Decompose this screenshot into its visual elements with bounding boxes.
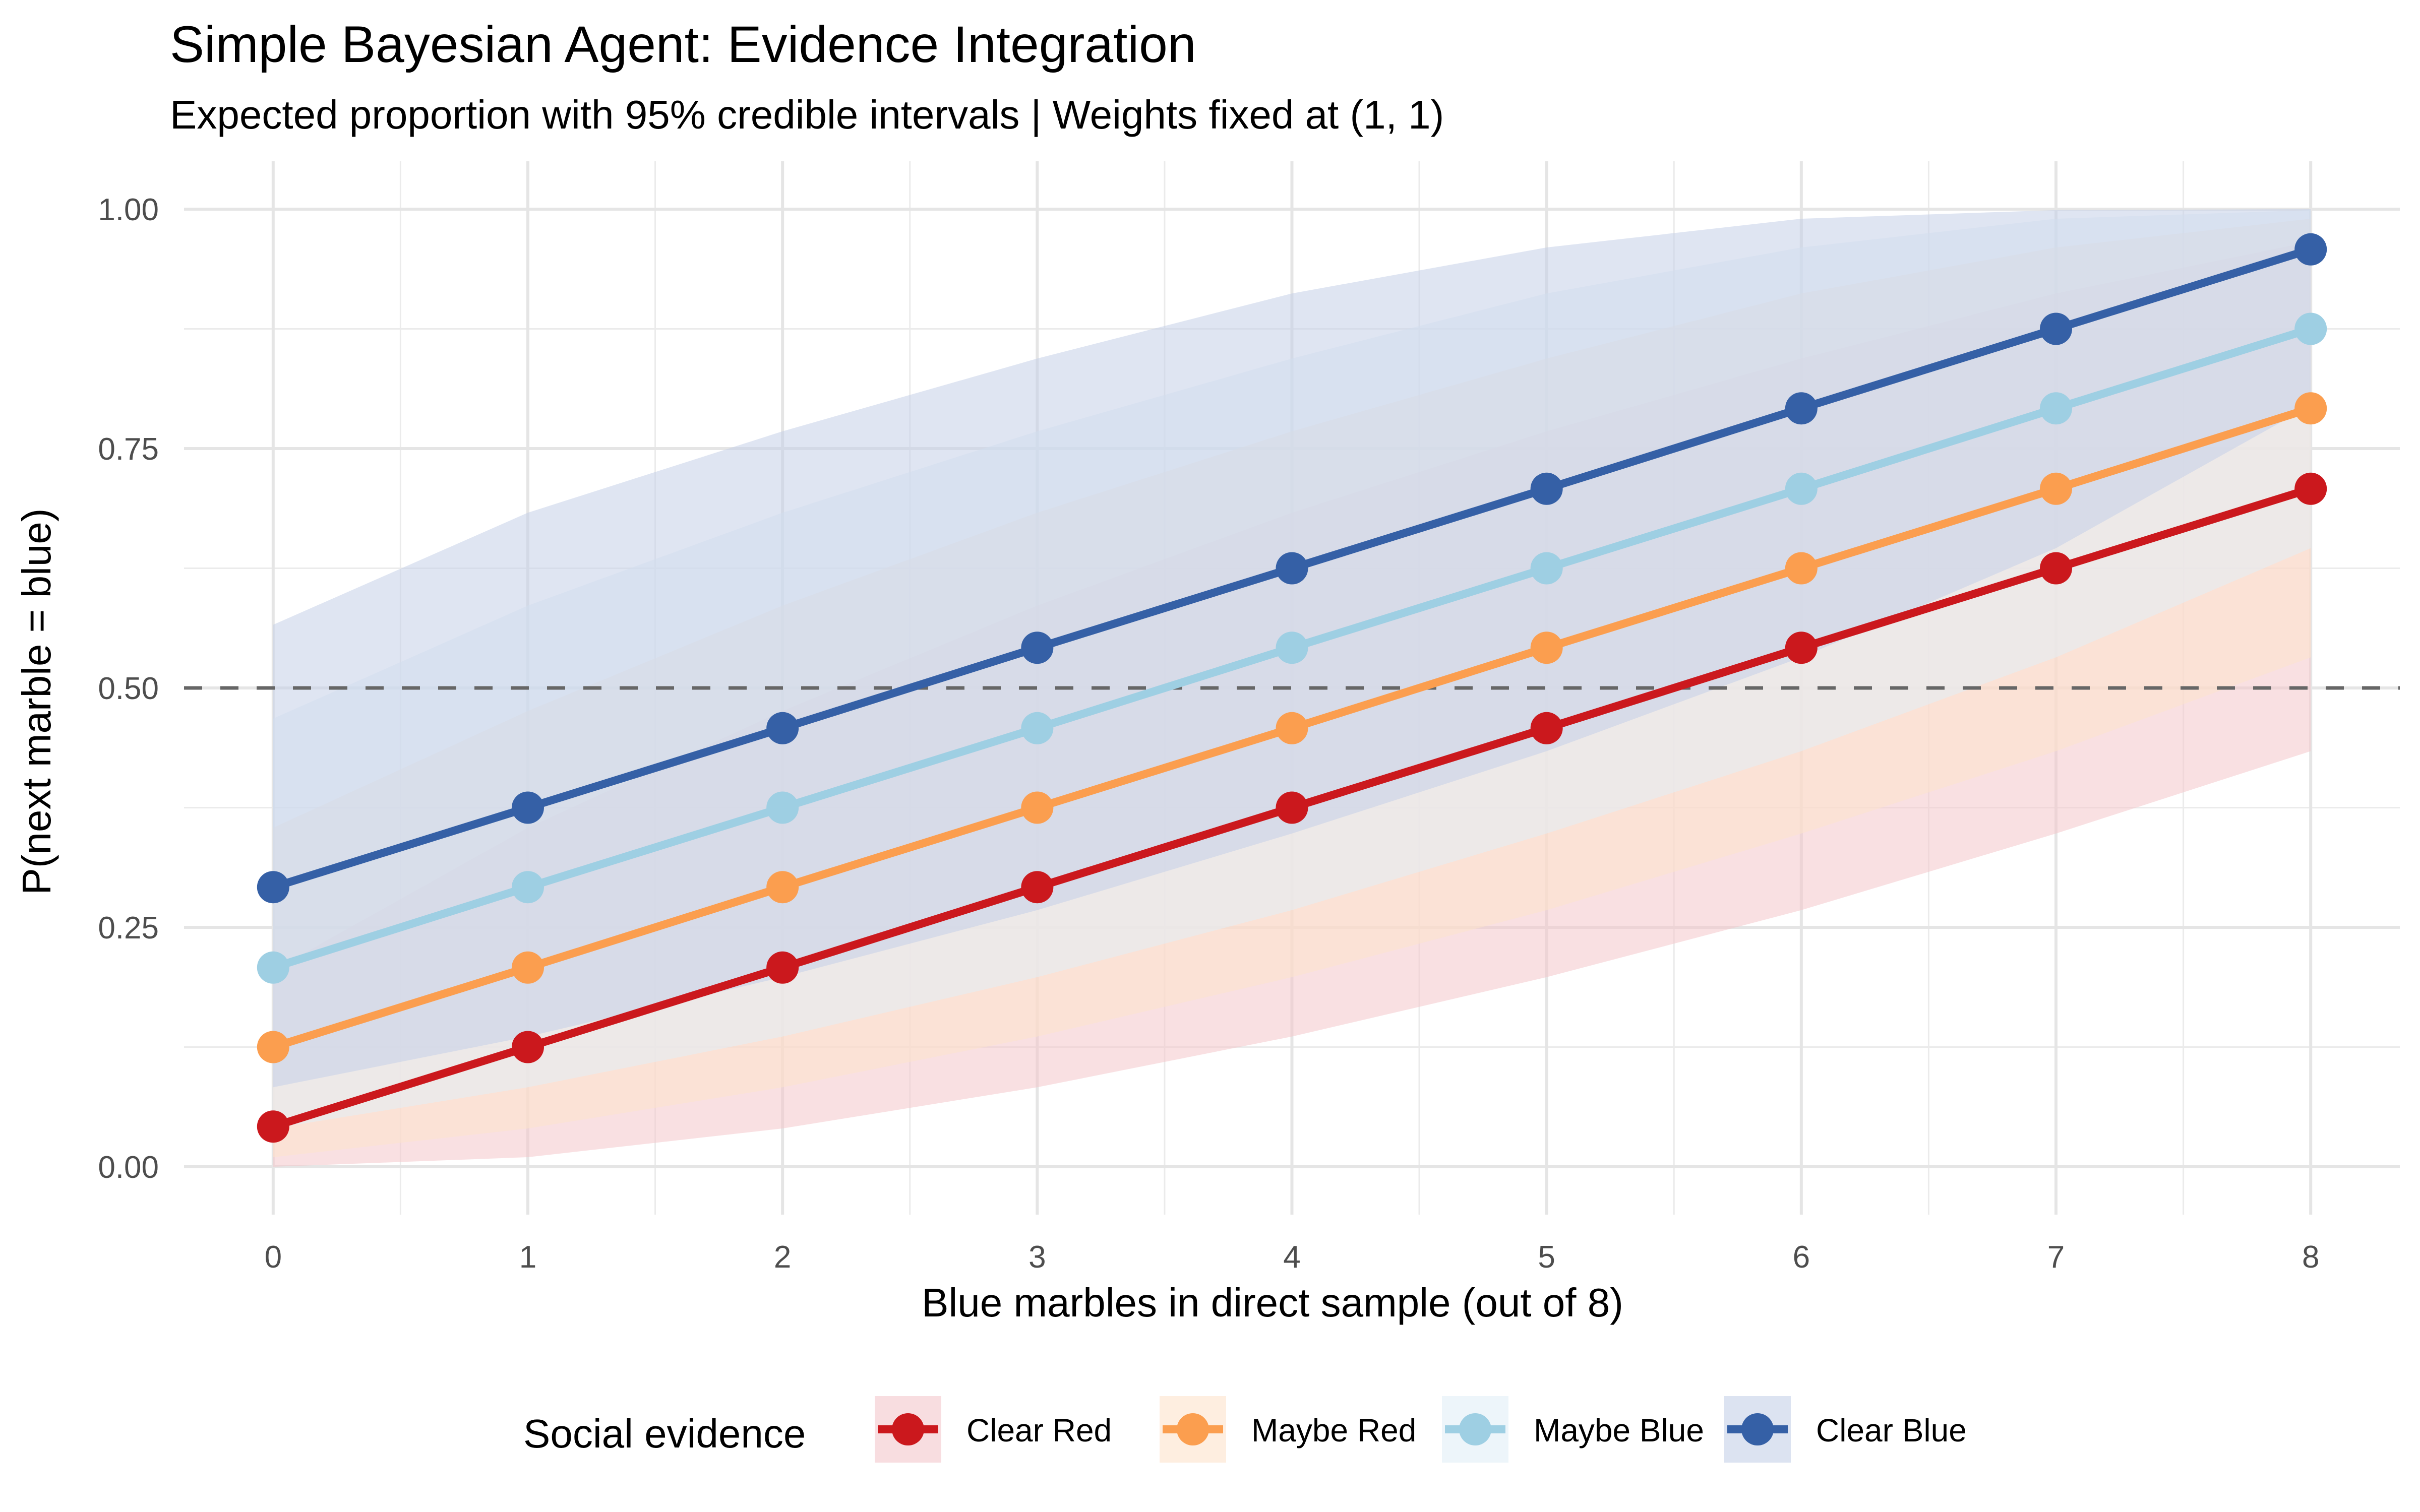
point-maybe-blue	[1785, 472, 1818, 505]
point-maybe-red	[257, 1031, 289, 1063]
y-axis-ticks: 0.00 0.25 0.50 0.75 1.00	[98, 193, 159, 1185]
x-tick-label: 4	[1283, 1240, 1300, 1275]
legend-key-point	[1177, 1413, 1209, 1445]
point-maybe-red	[1785, 552, 1818, 585]
point-maybe-red	[1530, 632, 1563, 664]
point-maybe-red	[2040, 472, 2073, 505]
point-maybe-blue	[1021, 712, 1054, 744]
point-clear-blue	[511, 791, 544, 824]
legend-label: Clear Red	[966, 1412, 1112, 1448]
point-clear-blue	[257, 871, 289, 904]
x-tick-label: 0	[265, 1240, 282, 1275]
y-tick-label: 0.25	[98, 911, 159, 946]
x-tick-label: 7	[2047, 1240, 2065, 1275]
point-clear-red	[1530, 712, 1563, 744]
x-tick-label: 6	[1793, 1240, 1810, 1275]
point-clear-blue	[766, 712, 799, 744]
point-maybe-blue	[2294, 312, 2327, 345]
point-maybe-blue	[766, 791, 799, 824]
point-maybe-blue	[1276, 632, 1308, 664]
point-clear-blue	[2294, 233, 2327, 266]
point-maybe-red	[1276, 712, 1308, 744]
x-axis-ticks: 0 1 2 3 4 5 6 7 8	[265, 1240, 2320, 1275]
point-maybe-blue	[511, 871, 544, 904]
legend-label: Clear Blue	[1816, 1412, 1967, 1448]
legend-key-point	[1459, 1413, 1491, 1445]
point-clear-red	[1785, 632, 1818, 664]
x-tick-label: 1	[519, 1240, 536, 1275]
x-axis-title: Blue marbles in direct sample (out of 8)	[922, 1280, 1623, 1325]
point-maybe-blue	[1530, 552, 1563, 585]
point-clear-blue	[1021, 632, 1054, 664]
legend-key-point	[1741, 1413, 1774, 1445]
x-tick-label: 5	[1538, 1240, 1555, 1275]
point-maybe-blue	[2040, 392, 2073, 425]
y-tick-label: 1.00	[98, 193, 159, 227]
point-clear-red	[766, 951, 799, 984]
legend-item-maybe-red: Maybe Red	[1160, 1396, 1416, 1463]
point-clear-blue	[1530, 472, 1563, 505]
series-points	[257, 233, 2327, 1143]
legend-key-point	[892, 1413, 924, 1445]
point-clear-red	[511, 1031, 544, 1063]
chart-subtitle: Expected proportion with 95% credible in…	[170, 92, 1444, 137]
point-clear-blue	[1785, 392, 1818, 425]
point-clear-red	[2294, 472, 2327, 505]
legend-label: Maybe Red	[1251, 1412, 1416, 1448]
chart-title: Simple Bayesian Agent: Evidence Integrat…	[170, 16, 1196, 73]
x-tick-label: 8	[2302, 1240, 2319, 1275]
y-axis-title: P(next marble = blue)	[14, 508, 59, 895]
point-maybe-red	[511, 951, 544, 984]
legend-label: Maybe Blue	[1534, 1412, 1704, 1448]
point-maybe-red	[2294, 392, 2327, 425]
legend-item-clear-red: Clear Red	[875, 1396, 1112, 1463]
point-maybe-red	[766, 871, 799, 904]
y-tick-label: 0.00	[98, 1150, 159, 1185]
point-clear-red	[257, 1110, 289, 1143]
y-tick-label: 0.50	[98, 671, 159, 706]
legend-item-clear-blue: Clear Blue	[1724, 1396, 1967, 1463]
legend: Social evidence Clear Red Maybe Red Maybe …	[523, 1396, 1967, 1463]
x-tick-label: 3	[1028, 1240, 1046, 1275]
point-maybe-blue	[257, 951, 289, 984]
point-clear-blue	[2040, 312, 2073, 345]
y-tick-label: 0.75	[98, 432, 159, 467]
point-clear-blue	[1276, 552, 1308, 585]
point-maybe-red	[1021, 791, 1054, 824]
point-clear-red	[1021, 871, 1054, 904]
legend-title: Social evidence	[523, 1411, 806, 1456]
plot-area	[184, 161, 2400, 1215]
legend-item-maybe-blue: Maybe Blue	[1442, 1396, 1704, 1463]
x-tick-label: 2	[774, 1240, 791, 1275]
point-clear-red	[2040, 552, 2073, 585]
point-clear-red	[1276, 791, 1308, 824]
